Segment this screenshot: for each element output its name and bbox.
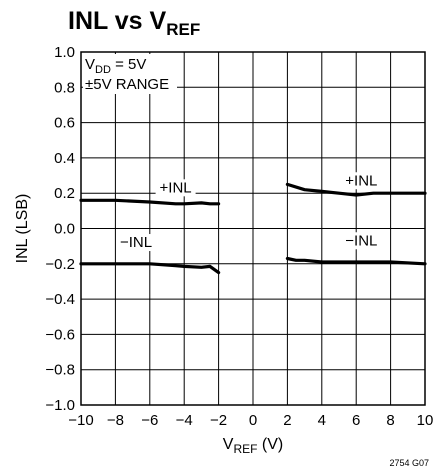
y-tick-label: 0.6	[54, 115, 75, 132]
x-tick-label: −10	[68, 412, 93, 429]
chart-title: INL vs VREF	[68, 7, 200, 39]
x-axis-label-main: V	[223, 436, 234, 453]
x-tick-label: 4	[318, 412, 326, 429]
x-tick-labels: −10 −8 −6 −4 −2 0 2 4 6 8 10	[68, 412, 433, 429]
y-tick-label: 0.0	[54, 221, 75, 238]
series-label: +INL	[160, 179, 192, 196]
data-series	[79, 182, 427, 275]
series-label-background	[155, 179, 196, 197]
chart-title-subscript: REF	[166, 20, 200, 39]
x-tick-label: 8	[386, 412, 394, 429]
y-tick-label: −0.8	[45, 362, 75, 379]
series-label: +INL	[345, 172, 377, 189]
figure-code: 2754 G07	[389, 458, 429, 468]
series-line-1	[79, 262, 221, 275]
conditions-vdd-value: = 5V	[111, 56, 146, 73]
series-line-2	[285, 182, 427, 197]
plot-frame	[80, 51, 426, 406]
y-tick-label: 0.4	[54, 150, 75, 167]
y-tick-label: 1.0	[54, 44, 75, 61]
x-axis-label-sub: REF	[233, 442, 257, 456]
series-label-background	[116, 234, 157, 252]
y-tick-label: −0.6	[45, 326, 75, 343]
conditions-vdd-main: V	[85, 56, 95, 73]
x-tick-label: −4	[176, 412, 193, 429]
series-labels: +INL −INL +INL −INL	[116, 172, 382, 252]
chart-title-main: INL vs V	[68, 7, 167, 35]
x-axis-label: VREF (V)	[223, 436, 283, 456]
series-line-3	[285, 256, 427, 266]
x-tick-label: −8	[107, 412, 124, 429]
x-tick-label: 0	[249, 412, 257, 429]
y-tick-labels: 1.0 0.8 0.6 0.4 0.2 0.0 −0.2 −0.4 −0.6 −0.8 −1.0	[45, 44, 75, 414]
x-tick-label: −6	[141, 412, 158, 429]
conditions-vdd: VDD = 5V	[85, 56, 146, 76]
series-label-background	[341, 172, 382, 190]
x-tick-label: 2	[283, 412, 291, 429]
conditions-box	[83, 54, 177, 94]
y-tick-label: 0.2	[54, 185, 75, 202]
y-tick-label: −1.0	[45, 397, 75, 414]
y-axis-label: INL (LSB)	[14, 194, 31, 264]
series-line-0	[79, 198, 221, 206]
grid-lines	[81, 52, 425, 405]
y-tick-label: −0.4	[45, 291, 75, 308]
series-label-background	[341, 232, 382, 250]
series-label: −INL	[120, 234, 152, 251]
x-tick-label: −2	[210, 412, 227, 429]
x-axis-label-unit: (V)	[257, 436, 283, 453]
conditions-vdd-sub: DD	[95, 64, 111, 76]
x-tick-label: 6	[352, 412, 360, 429]
x-tick-label: 10	[417, 412, 434, 429]
conditions-range: ±5V RANGE	[85, 76, 169, 93]
series-label: −INL	[345, 232, 377, 249]
y-tick-label: −0.2	[45, 256, 75, 273]
y-tick-label: 0.8	[54, 79, 75, 96]
